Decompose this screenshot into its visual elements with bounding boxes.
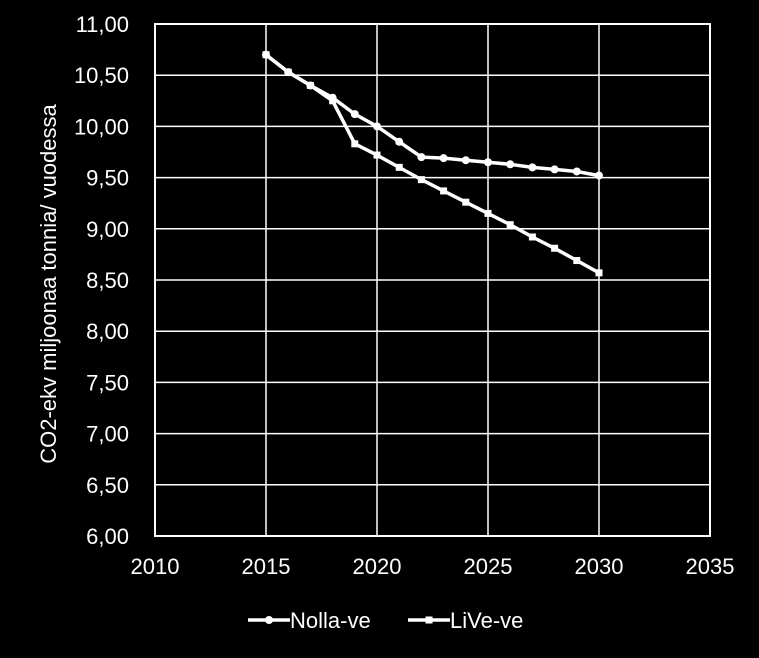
series-line xyxy=(264,53,600,275)
data-point xyxy=(528,163,537,172)
y-tick-label: 8,50 xyxy=(86,268,129,293)
legend-label: LiVe-ve xyxy=(450,608,523,633)
data-point xyxy=(373,122,381,131)
y-tick-label: 6,00 xyxy=(86,524,129,549)
y-tick-label: 9,00 xyxy=(86,217,129,242)
y-tick-label: 7,50 xyxy=(86,370,129,395)
plot-frame xyxy=(154,23,711,537)
data-point xyxy=(528,233,536,241)
legend-swatch-marker xyxy=(425,616,433,624)
y-axis-title: CO2-ekv miljoonaa tonnia/ vuodessa xyxy=(36,103,61,463)
legend: Nolla-ve LiVe-ve xyxy=(248,608,523,633)
data-point xyxy=(484,158,492,167)
y-tick-label: 10,50 xyxy=(74,63,129,88)
legend-item: LiVe-ve xyxy=(408,608,523,633)
tick-labels: 6,00 6,50 7,00 7,50 8,00 8,50 9,00 9,50 10,00 10,… xyxy=(74,12,735,579)
x-tick-label: 2010 xyxy=(131,554,180,579)
x-tick-label: 2020 xyxy=(353,554,402,579)
x-tick-label: 2035 xyxy=(686,554,735,579)
data-point xyxy=(417,176,425,184)
series-live-ve xyxy=(262,51,603,277)
data-point xyxy=(440,187,448,195)
data-point xyxy=(572,167,581,176)
data-point xyxy=(573,257,581,265)
y-tick-label: 10,00 xyxy=(74,114,129,139)
data-point xyxy=(350,110,359,119)
axes xyxy=(154,23,711,537)
data-point xyxy=(461,156,470,165)
data-point xyxy=(462,198,470,206)
y-tick-label: 7,00 xyxy=(86,422,129,447)
data-point xyxy=(262,51,270,59)
data-point xyxy=(550,165,559,174)
x-tick-label: 2030 xyxy=(575,554,624,579)
data-point xyxy=(484,209,492,217)
data-point xyxy=(506,221,514,229)
y-tick-label: 11,00 xyxy=(76,12,129,37)
x-tick-label: 2015 xyxy=(242,554,291,579)
legend-label: Nolla-ve xyxy=(290,608,371,633)
data-point xyxy=(329,97,337,105)
data-point xyxy=(417,153,426,162)
y-tick-label: 6,50 xyxy=(86,473,129,498)
y-tick-label: 9,50 xyxy=(86,166,129,191)
x-tick-label: 2025 xyxy=(464,554,513,579)
data-point xyxy=(373,151,381,159)
series xyxy=(262,50,603,277)
data-point xyxy=(395,137,404,146)
data-point xyxy=(595,171,603,180)
data-point xyxy=(395,163,403,171)
data-point xyxy=(595,269,603,277)
legend-swatch-marker xyxy=(265,616,273,624)
data-point xyxy=(506,160,515,169)
legend-item: Nolla-ve xyxy=(248,608,371,633)
data-point xyxy=(306,81,314,89)
y-tick-label: 8,00 xyxy=(86,319,129,344)
data-point xyxy=(284,68,292,76)
data-point xyxy=(551,244,559,252)
data-point xyxy=(351,140,359,148)
data-point xyxy=(439,154,448,163)
